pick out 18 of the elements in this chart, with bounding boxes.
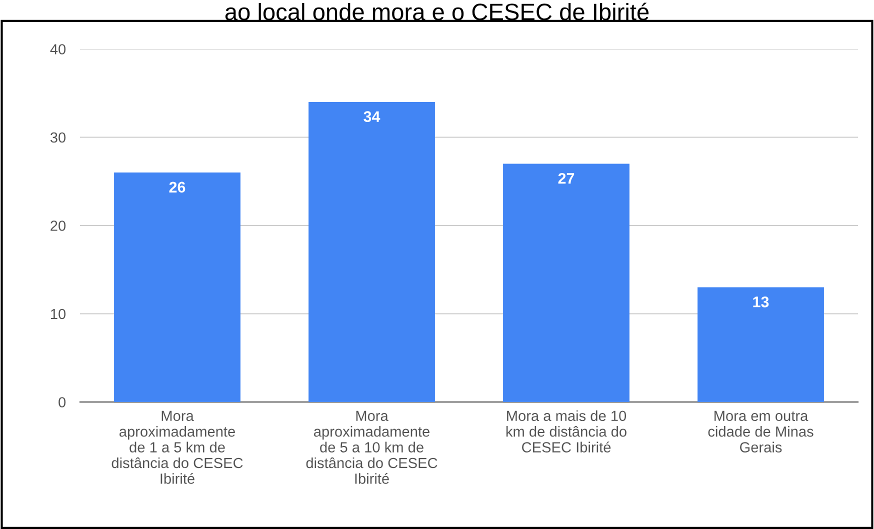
bar xyxy=(503,164,630,402)
y-tick-label: 40 xyxy=(50,44,66,54)
x-tick-label: Mora a mais de 10 km de distância do CESEC Ibirité xyxy=(506,410,626,452)
y-tick-label: 30 xyxy=(50,132,66,143)
bar xyxy=(114,172,240,402)
bar xyxy=(308,102,435,402)
data-label: 34 xyxy=(364,111,380,122)
x-tick-label: Mora aproximadamente de 5 a 10 km de distância do CESEC Ibirité xyxy=(306,410,438,484)
x-tick-label: Mora aproximadamente de 1 a 5 km de distância do CESEC Ibirité xyxy=(112,410,243,484)
data-label: 13 xyxy=(753,296,769,308)
chart-title: ao local onde mora e o CESEC de Ibirité xyxy=(225,2,649,20)
data-label: 27 xyxy=(558,172,574,184)
y-tick-label: 20 xyxy=(50,220,66,231)
bar xyxy=(698,287,824,402)
y-tick-label: 0 xyxy=(58,397,66,408)
data-label: 26 xyxy=(169,182,186,193)
y-tick-label: 10 xyxy=(51,308,66,320)
x-tick-label: Mora em outra cidade de Minas Gerais xyxy=(708,410,814,452)
